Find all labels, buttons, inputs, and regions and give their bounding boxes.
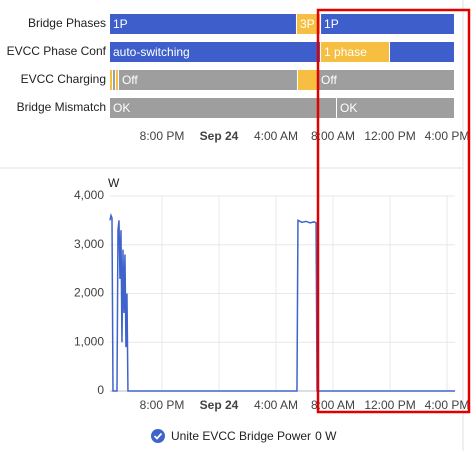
row-label: EVCC Phase Conf — [7, 44, 107, 58]
timeline-segment — [112, 70, 115, 90]
timeline-segment — [297, 70, 318, 90]
segment-label: 1P — [324, 17, 339, 31]
segment-label: 3P — [300, 17, 315, 31]
highlight-box — [316, 8, 471, 414]
segment-label: auto-switching — [113, 45, 190, 59]
y-unit: W — [108, 176, 120, 190]
x-tick-label: 8:00 PM — [140, 129, 185, 143]
timeline-segment — [390, 42, 454, 62]
timeline-segment — [110, 98, 337, 118]
x-tick-label: 4:00 AM — [254, 398, 298, 412]
timeline: Bridge Phases 1P 3P 1P EVCC Phase Conf auto-s… — [7, 14, 470, 143]
segment-label: 1P — [113, 17, 128, 31]
x-tick-label: 4:00 AM — [254, 129, 298, 143]
line-chart: W 0 1,000 2,000 3,000 4,000 8:00 PM Sep 24 4:00 … — [74, 176, 469, 443]
x-tick-label: Sep 24 — [200, 129, 239, 143]
y-tick-label: 1,000 — [74, 334, 104, 348]
x-tick-label: 4:00 PM — [425, 129, 470, 143]
segment-label: Off — [321, 73, 337, 87]
x-tick-label: 8:00 AM — [311, 398, 355, 412]
x-tick-label: 8:00 PM — [140, 398, 185, 412]
x-tick-label: 12:00 PM — [364, 398, 415, 412]
data-line — [109, 212, 455, 392]
timeline-segment — [110, 14, 296, 34]
segment-label: Off — [122, 73, 138, 87]
check-icon — [153, 432, 163, 440]
row-label: Bridge Phases — [28, 16, 106, 30]
row-label: EVCC Charging — [21, 72, 106, 86]
timeline-segment — [337, 98, 454, 118]
segment-label: 1 phase — [324, 45, 367, 59]
segment-label: OK — [340, 101, 357, 115]
legend-item[interactable]: Unite EVCC Bridge Power 0 W — [151, 429, 337, 443]
row-label: Bridge Mismatch — [17, 100, 106, 114]
timeline-segment — [110, 42, 321, 62]
x-tick-label: 12:00 PM — [364, 129, 415, 143]
y-tick-label: 0 — [97, 383, 104, 397]
timeline-segment — [321, 42, 390, 62]
legend-label[interactable]: Unite EVCC Bridge Power — [171, 429, 311, 443]
segment-label: OK — [113, 101, 130, 115]
timeline-segment — [110, 70, 112, 90]
timeline-segment — [115, 70, 118, 90]
x-tick-label: Sep 24 — [200, 398, 239, 412]
x-tick-label: 8:00 AM — [311, 129, 355, 143]
y-tick-label: 4,000 — [74, 188, 104, 202]
timeline-segment — [318, 70, 454, 90]
timeline-segment — [321, 14, 454, 34]
timeline-segment — [118, 70, 297, 90]
legend-value: 0 W — [315, 429, 337, 443]
x-tick-label: 4:00 PM — [425, 398, 470, 412]
y-tick-label: 3,000 — [74, 237, 104, 251]
y-tick-label: 2,000 — [74, 286, 104, 300]
legend-checkbox[interactable] — [151, 429, 165, 443]
timeline-segment — [296, 14, 321, 34]
